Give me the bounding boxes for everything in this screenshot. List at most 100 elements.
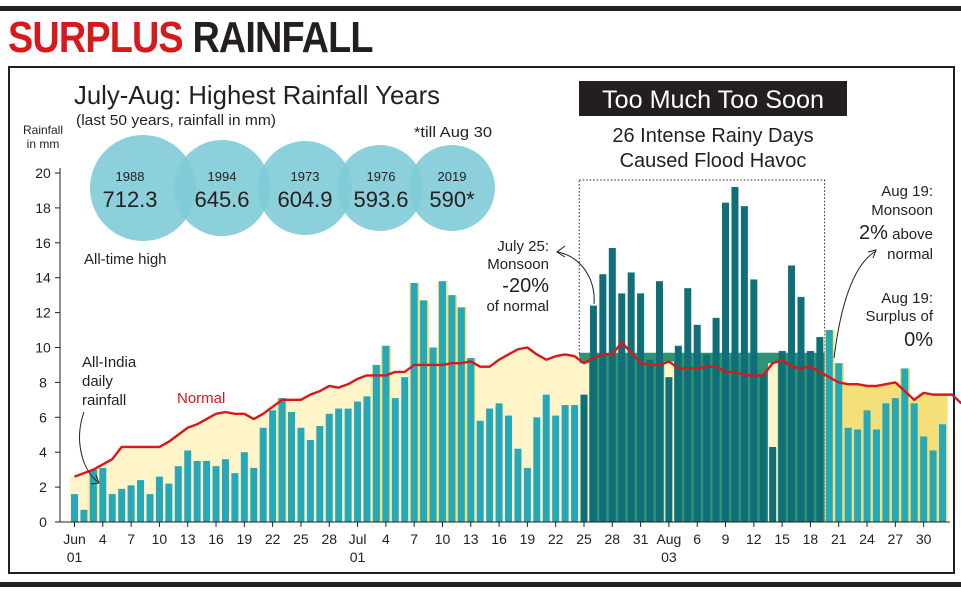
rainfall-bar bbox=[731, 186, 739, 522]
x-tick-label: Aug bbox=[656, 531, 681, 547]
rainfall-bar bbox=[155, 476, 163, 522]
daily-label-line1: All-India bbox=[82, 354, 137, 371]
bubble-1976 bbox=[337, 145, 423, 231]
normal-line bbox=[74, 341, 961, 478]
bubble-value-2019: 590* bbox=[429, 187, 475, 212]
aug19-arrow-head bbox=[867, 249, 877, 259]
aug19-surplus-l3: 0% bbox=[904, 329, 933, 351]
rainfall-bar bbox=[71, 494, 78, 522]
rainfall-bar bbox=[901, 368, 909, 522]
rainfall-bar bbox=[882, 403, 890, 522]
y-axis-label-line1: Rainfall bbox=[23, 123, 63, 137]
rainfall-bar bbox=[401, 377, 409, 522]
aug19-monsoon-l3: 2% above bbox=[859, 222, 933, 244]
x-tick-label: 18 bbox=[803, 531, 819, 547]
y-tick-label: 20 bbox=[35, 165, 51, 181]
bubble-value-1994: 645.6 bbox=[194, 187, 249, 212]
rainfall-bar bbox=[552, 415, 560, 522]
july25-arrow-head bbox=[556, 245, 566, 258]
rainfall-bar bbox=[391, 398, 399, 522]
rainfall-bar bbox=[844, 427, 852, 522]
rainfall-bar bbox=[816, 337, 824, 522]
normal-line-group bbox=[74, 341, 961, 478]
rainfall-bar bbox=[740, 206, 748, 522]
chart-frame bbox=[8, 66, 955, 574]
rainfall-bar bbox=[288, 412, 296, 522]
x-tick-label: 4 bbox=[99, 531, 107, 547]
rainfall-bar bbox=[806, 350, 814, 522]
top-years-subtitle: (last 50 years, rainfall in mm) bbox=[76, 112, 276, 129]
bubble-value-1976: 593.6 bbox=[353, 187, 408, 212]
normal-gap-fill bbox=[107, 459, 118, 522]
bubble-1988 bbox=[90, 135, 196, 241]
intense-days-line2: Caused Flood Havoc bbox=[620, 150, 807, 172]
rainfall-bar bbox=[146, 494, 154, 522]
too-much-box bbox=[579, 81, 847, 116]
bubble-2019 bbox=[409, 145, 495, 231]
rainfall-bar bbox=[872, 429, 880, 522]
intense-period-background bbox=[579, 352, 825, 522]
rainfall-bar bbox=[797, 296, 805, 522]
too-much-title: Too Much Too Soon bbox=[602, 86, 824, 114]
y-tick-label: 4 bbox=[39, 444, 47, 460]
rainfall-bar bbox=[363, 396, 371, 522]
aug19-monsoon-l1: Aug 19: bbox=[881, 183, 933, 200]
y-tick-label: 12 bbox=[35, 305, 51, 321]
rainfall-bar bbox=[372, 364, 380, 522]
rainfall-bar bbox=[533, 417, 541, 522]
x-tick-label: 13 bbox=[463, 531, 479, 547]
rainfall-bar bbox=[505, 415, 513, 522]
top-rule bbox=[0, 6, 961, 11]
normal-gap-fill bbox=[164, 441, 174, 522]
normal-gap-fill bbox=[145, 446, 156, 522]
rainfall-bar bbox=[410, 282, 418, 522]
rainfall-bar bbox=[165, 483, 173, 522]
normal-label: Normal bbox=[177, 390, 225, 407]
normal-gap-fill bbox=[767, 363, 778, 522]
rainfall-bar bbox=[665, 377, 673, 522]
y-tick-label: 18 bbox=[35, 200, 51, 216]
rainfall-bar bbox=[184, 450, 192, 522]
july25-l4: of normal bbox=[486, 298, 549, 315]
rainfall-bar bbox=[759, 373, 767, 522]
rainfall-bar bbox=[627, 272, 635, 522]
rainfall-bar bbox=[127, 485, 135, 522]
x-tick-label: 16 bbox=[491, 531, 507, 547]
daily-arrow bbox=[79, 411, 99, 483]
top-years-title: July-Aug: Highest Rainfall Years bbox=[74, 80, 440, 110]
bubble-year-1994: 1994 bbox=[208, 169, 237, 184]
rainfall-bar bbox=[306, 439, 314, 522]
x-tick-sublabel: 01 bbox=[350, 549, 366, 565]
intense-days-line1: 26 Intense Rainy Days bbox=[612, 125, 813, 147]
rainfall-bar bbox=[712, 317, 720, 522]
rainfall-bar bbox=[108, 494, 116, 522]
y-axis-label-line2: in mm bbox=[27, 137, 60, 151]
rainfall-bar bbox=[514, 448, 522, 522]
y-tick-label: 16 bbox=[35, 235, 51, 251]
rainfall-bar bbox=[221, 459, 229, 522]
x-tick-label: 12 bbox=[746, 531, 762, 547]
headline-rainfall: RAINFALL bbox=[192, 13, 373, 62]
rainfall-bar bbox=[429, 347, 437, 522]
rainfall-bar bbox=[137, 480, 145, 522]
x-tick-label: 7 bbox=[127, 531, 135, 547]
bottom-rule bbox=[0, 582, 961, 587]
rainfall-bar bbox=[438, 281, 446, 522]
aug19-monsoon-above: above bbox=[888, 226, 933, 243]
headline-surplus: SURPLUS bbox=[8, 13, 184, 62]
rainfall-bar bbox=[486, 408, 494, 522]
rainfall-bar bbox=[854, 429, 862, 522]
rainfall-bar bbox=[240, 452, 248, 522]
bubble-value-1973: 604.9 bbox=[277, 187, 332, 212]
rainfall-bar bbox=[788, 265, 796, 522]
rainfall-bar bbox=[495, 403, 503, 522]
all-time-high-caption: All-time high bbox=[84, 251, 167, 268]
rainfall-bar bbox=[174, 466, 182, 522]
x-tick-label: 13 bbox=[180, 531, 196, 547]
aug19-monsoon-pct: 2% bbox=[859, 222, 888, 244]
daily-label-line2: daily bbox=[82, 373, 113, 390]
x-tick-label: 25 bbox=[293, 531, 309, 547]
rainfall-bar bbox=[939, 424, 947, 522]
